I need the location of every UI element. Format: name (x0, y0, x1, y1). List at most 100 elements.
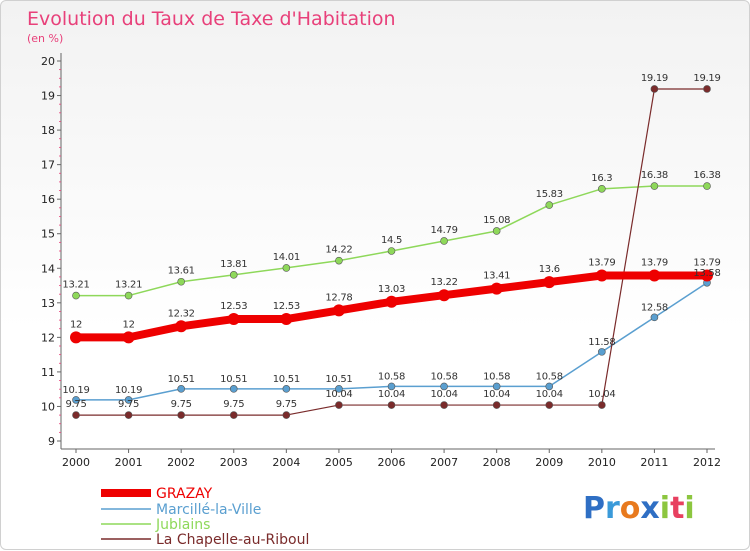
data-point (229, 385, 238, 393)
data-label: 13.41 (483, 271, 510, 282)
data-label: 13.79 (693, 258, 720, 269)
legend-item: La Chapelle-au-Riboul (156, 532, 309, 548)
data-label: 13.58 (693, 268, 720, 279)
data-label: 15.08 (483, 215, 510, 226)
data-label: 10.51 (168, 374, 195, 385)
data-point (650, 313, 659, 322)
data-label: 14.79 (431, 225, 458, 236)
data-point (282, 385, 291, 393)
x-tick-label: 2005 (325, 456, 353, 469)
y-tick-label: 14 (41, 262, 55, 275)
data-labels: 12 12 12.32 12.53 12.53 12.78 13.03 13.22 13.41 1… (62, 73, 720, 410)
data-point (440, 382, 448, 391)
data-label: 14.01 (273, 252, 300, 263)
x-tick-label: 2009 (535, 456, 563, 469)
data-point (122, 331, 135, 344)
data-label: 10.04 (431, 389, 458, 400)
data-label: 19.19 (641, 73, 668, 84)
data-point (545, 382, 554, 391)
data-point (701, 269, 713, 282)
data-point (335, 256, 343, 265)
x-tick-label: 2007 (430, 456, 458, 469)
data-label: 9.75 (65, 399, 86, 410)
data-point (72, 396, 80, 404)
chart-title: Evolution du Taux de Taxe d'Habitation (27, 8, 396, 30)
data-label: 11.58 (588, 337, 615, 348)
data-label: 13.6 (539, 264, 560, 275)
data-label: 13.61 (168, 266, 195, 277)
data-label: 10.58 (378, 371, 405, 382)
data-label: 12 (70, 319, 82, 330)
x-tick-label: 2001 (115, 456, 143, 469)
data-point (335, 401, 343, 409)
x-tick-label: 2004 (272, 456, 300, 469)
data-label: 12.32 (168, 308, 195, 319)
data-label: 12.58 (641, 302, 668, 313)
data-point (598, 185, 606, 193)
legend-item: Marcillé-la-Ville (156, 502, 261, 518)
data-point (70, 331, 82, 344)
data-label: 9.75 (171, 399, 192, 410)
data-point (703, 182, 711, 190)
data-point (332, 304, 345, 317)
x-tick-label: 2003 (220, 456, 248, 469)
x-tick-label: 2010 (588, 456, 616, 469)
data-label: 12.53 (220, 301, 247, 312)
data-label: 9.75 (223, 399, 244, 410)
data-point (72, 291, 80, 300)
data-point (227, 313, 240, 326)
data-point (545, 201, 554, 209)
y-tick-label: 15 (41, 228, 55, 241)
data-point (438, 289, 451, 302)
data-point (124, 396, 133, 404)
data-point (598, 401, 606, 409)
data-label: 19.19 (693, 73, 720, 84)
data-label: 10.51 (273, 374, 300, 385)
data-label: 16.38 (641, 170, 668, 181)
data-point (543, 276, 556, 289)
data-point (385, 295, 398, 308)
data-point (545, 401, 554, 409)
data-label: 10.58 (431, 371, 458, 382)
data-point (595, 269, 608, 282)
data-point (335, 385, 343, 393)
y-tick-label: 12 (41, 331, 55, 344)
data-label: 10.51 (220, 374, 247, 385)
y-tick-label: 13 (41, 297, 55, 310)
data-label: 13.22 (431, 277, 458, 288)
data-point (650, 182, 659, 190)
x-tick-label: 2000 (62, 456, 90, 469)
data-point (598, 348, 606, 356)
data-label: 10.04 (588, 389, 615, 400)
data-point (648, 269, 661, 282)
x-tick-label: 2002 (167, 456, 195, 469)
data-label: 13.79 (641, 258, 668, 269)
data-label: 10.04 (536, 389, 563, 400)
data-point (177, 411, 185, 419)
data-label: 9.75 (118, 399, 139, 410)
data-label: 16.3 (591, 173, 612, 184)
data-label: 12.53 (273, 301, 300, 312)
data-point (440, 237, 448, 245)
data-point (490, 282, 503, 295)
data-point (492, 227, 501, 235)
data-label: 13.79 (588, 258, 615, 269)
y-tick-label: 20 (41, 55, 55, 68)
x-tick-label: 2006 (378, 456, 406, 469)
data-point (124, 291, 133, 300)
y-tick-label: 17 (41, 159, 55, 172)
data-point (387, 247, 396, 255)
legend-item: Jublains (155, 517, 210, 533)
data-point (650, 85, 659, 93)
series-lines (70, 85, 713, 419)
data-label: 16.38 (693, 170, 720, 181)
proxiti-logo: Proxiti (583, 491, 695, 526)
data-label: 10.04 (483, 389, 510, 400)
data-point (387, 382, 396, 391)
data-point (229, 411, 238, 419)
y-tick-label: 10 (41, 400, 55, 413)
axes: 9 10 11 12 13 14 15 16 17 18 19 20 2000 2001 2002 2003 2… (41, 53, 721, 469)
y-tick-label: 19 (41, 90, 55, 103)
